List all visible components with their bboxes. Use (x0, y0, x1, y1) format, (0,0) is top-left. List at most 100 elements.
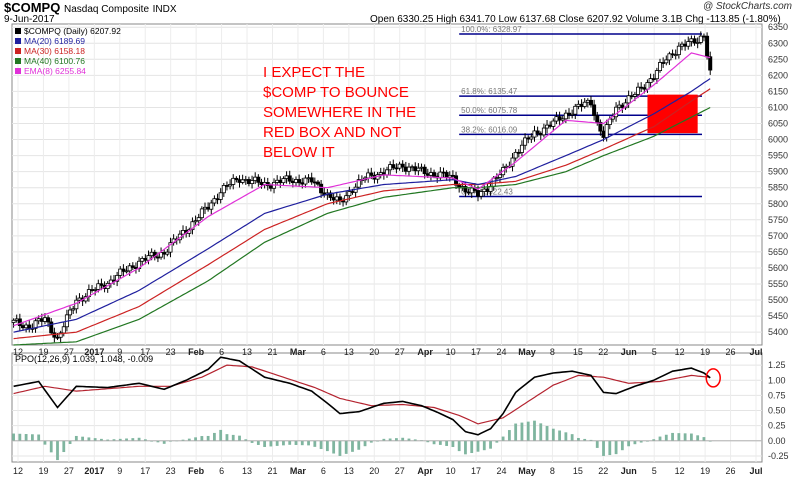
candle-body (579, 103, 584, 107)
candle-body (397, 163, 402, 169)
candle-body (190, 221, 195, 231)
candle-body (58, 332, 63, 338)
candle-body (595, 115, 600, 123)
candle-body (658, 62, 663, 71)
candle-body (576, 103, 581, 107)
price-y-tick-label: 5650 (768, 247, 788, 257)
ppo-x-tick-label: 21 (267, 466, 277, 476)
price-y-tick-label: 5950 (768, 151, 788, 161)
ppo-x-tick-label: 22 (598, 466, 608, 476)
ppo-histogram-bar (457, 440, 461, 452)
candle-body (259, 181, 264, 185)
ppo-histogram-bar (294, 440, 298, 445)
ppo-histogram-bar (338, 440, 342, 456)
ppo-histogram-bar (325, 440, 329, 452)
candle-body (636, 86, 641, 95)
ppo-histogram-bar (451, 440, 455, 448)
ppo-histogram-bar (595, 440, 599, 448)
candle-body (598, 121, 603, 132)
candle-body (193, 220, 198, 223)
candle-body (319, 183, 324, 194)
annotation-text-line: $COMP TO BOUNCE (263, 84, 409, 101)
candle-body (479, 191, 484, 197)
ppo-x-tick-label: 17 (471, 466, 481, 476)
ppo-histogram-bar (489, 440, 492, 449)
ppo-histogram-bar (24, 434, 28, 441)
ppo-histogram-bar (570, 434, 574, 441)
ppo-histogram-bar (62, 440, 66, 453)
ppo-histogram-bar (112, 439, 116, 441)
price-y-tick-label: 5750 (768, 215, 788, 225)
candle-body (551, 120, 556, 127)
ppo-x-tick-label: 23 (166, 466, 176, 476)
price-x-tick-label: 13 (242, 347, 252, 357)
ppo-histogram-bar (413, 439, 417, 441)
price-x-tick-label: 8 (550, 347, 555, 357)
candle-body (541, 127, 546, 136)
candle-body (68, 309, 73, 316)
candle-body (312, 181, 317, 184)
ppo-panel-frame (11, 352, 763, 463)
ppo-y-tick-label: -0.25 (768, 451, 789, 461)
ppo-histogram-bar (589, 439, 593, 441)
ppo-histogram-bar (620, 440, 624, 451)
candle-body (309, 177, 314, 183)
price-x-tick-label: 10 (446, 347, 456, 357)
price-x-tick-label: 12 (13, 347, 23, 357)
legend-swatch (15, 38, 21, 44)
candle-body (278, 179, 283, 184)
ma30-line (13, 88, 711, 340)
candle-body (290, 180, 295, 184)
ppo-histogram-bar (194, 437, 197, 441)
candle-body (24, 324, 29, 329)
candle-body (149, 251, 154, 257)
price-x-tick-label: May (518, 347, 536, 357)
ppo-histogram-bar (275, 440, 279, 446)
candle-body (567, 112, 572, 116)
ppo-histogram-bar (614, 440, 618, 455)
candle-body (708, 56, 713, 71)
price-y-tick-label: 5500 (768, 295, 788, 305)
ppo-histogram-bar (395, 438, 398, 441)
candle-body (444, 172, 449, 178)
price-y-tick-label: 5600 (768, 263, 788, 273)
candle-body (347, 191, 352, 197)
candle-body (36, 318, 41, 322)
candle-body (422, 166, 427, 175)
ppo-histogram-bar (363, 440, 367, 447)
legend-entry: MA(20) 6189.69 (24, 36, 85, 46)
ppo-histogram-bar (68, 440, 72, 444)
ppo-histogram-bar (495, 440, 499, 443)
candle-body (42, 317, 47, 322)
candle-body (532, 130, 537, 138)
ppo-x-tick-label: 12 (13, 466, 23, 476)
price-y-tick-label: 6150 (768, 86, 788, 96)
ppo-histogram-bar (225, 434, 229, 441)
candle-body (118, 268, 123, 276)
price-x-tick-label: Apr (417, 347, 433, 357)
ppo-histogram-bar (671, 432, 674, 441)
candle-body (384, 169, 389, 176)
ppo-histogram-bar (18, 433, 22, 441)
candle-body (686, 41, 691, 47)
price-y-tick-label: 5700 (768, 231, 788, 241)
ppo-series-line (13, 364, 711, 425)
price-y-tick-label: 6100 (768, 102, 788, 112)
ppo-histogram-bar (658, 436, 662, 441)
ppo-histogram-bar (131, 438, 135, 441)
ppo-histogram-bar (426, 440, 430, 443)
ppo-histogram-bar (118, 438, 122, 441)
candle-body (243, 179, 248, 181)
price-x-tick-label: Jun (621, 347, 637, 357)
candle-body (378, 172, 383, 176)
ppo-histogram-bar (627, 440, 631, 447)
price-y-tick-label: 5400 (768, 327, 788, 337)
candle-body (99, 283, 104, 286)
candle-body (654, 70, 659, 80)
price-y-tick-label: 5800 (768, 199, 788, 209)
ppo-histogram-bar (125, 438, 128, 441)
candle-body (96, 283, 101, 290)
ppo-histogram-bar (514, 423, 518, 441)
candle-body (206, 206, 211, 210)
